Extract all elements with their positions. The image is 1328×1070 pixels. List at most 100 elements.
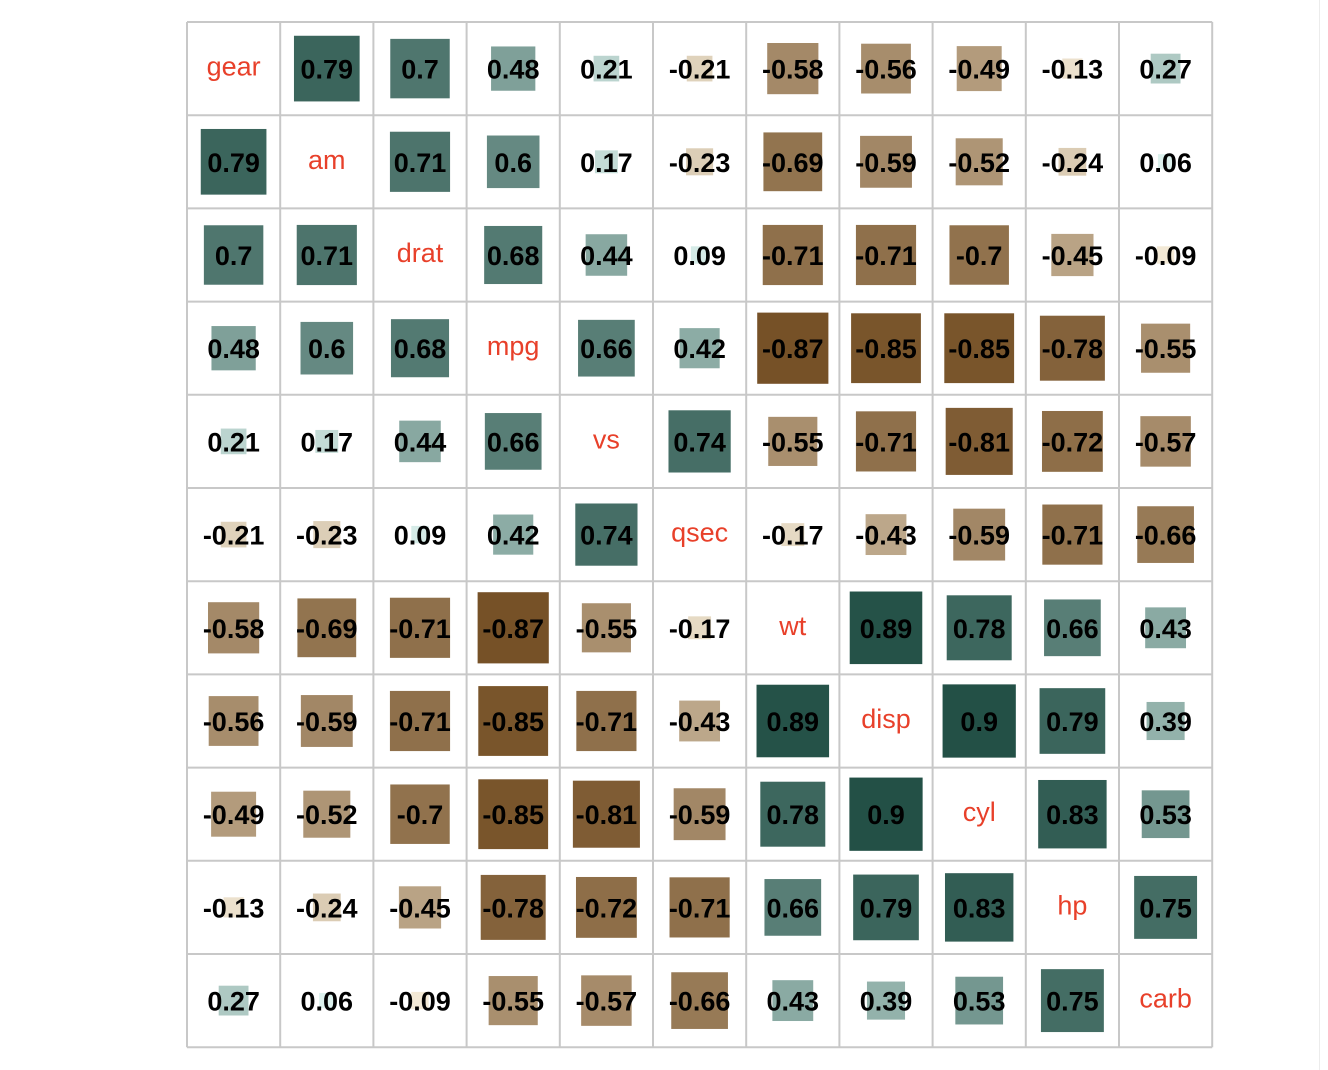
correlation-value-label: 0.09: [394, 521, 447, 551]
correlation-square: [946, 595, 1012, 661]
correlation-value-label: 0.71: [394, 148, 447, 178]
correlation-square: [581, 975, 632, 1026]
correlation-value-label: -0.09: [1135, 241, 1197, 271]
correlation-square: [484, 225, 543, 285]
correlation-value-label: 0.89: [860, 614, 913, 644]
correlation-square: [493, 514, 534, 555]
correlation-square: [572, 780, 640, 848]
correlation-value-label: -0.58: [762, 55, 824, 85]
correlation-square: [1141, 790, 1190, 839]
correlation-square: [865, 514, 907, 556]
correlation-value-label: -0.21: [669, 55, 731, 85]
correlation-value-label: -0.52: [296, 800, 358, 830]
correlation-square: [593, 55, 620, 82]
correlation-square: [767, 43, 819, 95]
correlation-value-label: 0.48: [487, 55, 540, 85]
correlation-value-label: 0.78: [953, 614, 1006, 644]
correlation-square: [1150, 53, 1181, 84]
correlation-square: [398, 886, 442, 929]
correlation-square: [669, 877, 730, 938]
variable-label: am: [308, 145, 346, 175]
correlation-square: [861, 43, 911, 94]
correlation-value-label: 0.17: [301, 427, 354, 457]
correlation-square: [849, 777, 923, 851]
correlation-value-label: -0.69: [762, 148, 824, 178]
correlation-value-label: 0.66: [1046, 614, 1099, 644]
correlation-square: [218, 985, 249, 1016]
correlation-value-label: -0.59: [855, 148, 917, 178]
correlation-value-label: 0.21: [207, 427, 260, 457]
correlation-value-label: 0.7: [401, 55, 439, 85]
variable-label: carb: [1139, 984, 1192, 1014]
correlation-value-label: -0.85: [482, 707, 544, 737]
correlation-value-label: 0.66: [487, 427, 540, 457]
correlation-square: [772, 980, 814, 1022]
correlation-square: [296, 224, 357, 286]
correlation-square: [679, 328, 720, 369]
correlation-value-label: 0.66: [580, 334, 633, 364]
correlation-value-label: -0.71: [855, 241, 917, 271]
correlation-square: [477, 592, 549, 664]
correlation-value-label: -0.78: [482, 893, 544, 923]
correlation-value-label: -0.45: [389, 893, 451, 923]
variable-label: mpg: [487, 331, 540, 361]
correlation-value-label: -0.87: [762, 334, 824, 364]
correlation-square: [315, 429, 339, 453]
correlation-value-label: -0.43: [855, 521, 917, 551]
correlation-value-label: -0.55: [576, 614, 638, 644]
correlation-square: [220, 521, 247, 548]
correlation-value-label: -0.71: [1042, 521, 1104, 551]
correlation-value-label: -0.23: [669, 148, 731, 178]
plot-background: [187, 22, 1213, 1048]
correlation-value-label: 0.79: [301, 55, 354, 85]
correlation-square: [575, 876, 637, 938]
variable-label: hp: [1057, 890, 1087, 920]
correlation-value-label: 0.83: [953, 893, 1006, 923]
correlation-value-label: 0.43: [1139, 614, 1192, 644]
correlation-value-label: 0.71: [301, 241, 354, 271]
correlation-value-label: -0.24: [296, 893, 358, 923]
correlation-value-label: -0.72: [1042, 427, 1104, 457]
correlation-square: [1146, 701, 1185, 741]
correlation-value-label: -0.09: [389, 987, 451, 1017]
correlation-value-label: 0.39: [860, 987, 913, 1017]
correlation-value-label: 0.9: [960, 707, 998, 737]
correlation-value-label: -0.71: [855, 427, 917, 457]
variable-label: drat: [397, 238, 444, 268]
correlation-value-label: 0.48: [207, 334, 260, 364]
correlation-value-label: -0.55: [762, 427, 824, 457]
correlation-value-label: -0.56: [855, 55, 917, 85]
correlation-value-label: -0.59: [296, 707, 358, 737]
correlation-square: [313, 521, 341, 549]
correlation-square: [1134, 875, 1198, 939]
correlation-value-label: 0.44: [394, 427, 447, 457]
correlation-square: [849, 591, 923, 665]
correlation-square: [389, 690, 451, 752]
correlation-value-label: 0.27: [1139, 55, 1192, 85]
correlation-value-label: -0.7: [397, 800, 444, 830]
correlation-value-label: -0.78: [1042, 334, 1104, 364]
correlation-square: [211, 791, 257, 837]
correlation-value-label: -0.45: [1042, 241, 1104, 271]
correlation-value-label: 0.09: [673, 241, 726, 271]
correlation-square: [411, 525, 429, 544]
correlation-square: [860, 135, 912, 188]
correlation-square: [762, 224, 823, 286]
correlation-value-label: -0.43: [669, 707, 731, 737]
correlation-value-label: 0.43: [767, 987, 820, 1017]
correlation-square: [585, 234, 628, 276]
correlation-value-label: -0.69: [296, 614, 358, 644]
correlation-square: [581, 603, 631, 653]
correlation-square: [686, 55, 713, 82]
correlation-value-label: -0.72: [576, 893, 638, 923]
correlation-square: [955, 138, 1003, 186]
correlation-square: [690, 246, 709, 264]
correlation-square: [399, 420, 441, 463]
correlation-value-label: -0.71: [762, 241, 824, 271]
correlation-square: [594, 150, 618, 174]
correlation-square: [853, 874, 919, 941]
correlation-value-label: 0.53: [1139, 800, 1192, 830]
correlation-square: [208, 696, 259, 746]
correlation-value-label: -0.71: [389, 614, 451, 644]
correlation-value-label: -0.85: [482, 800, 544, 830]
